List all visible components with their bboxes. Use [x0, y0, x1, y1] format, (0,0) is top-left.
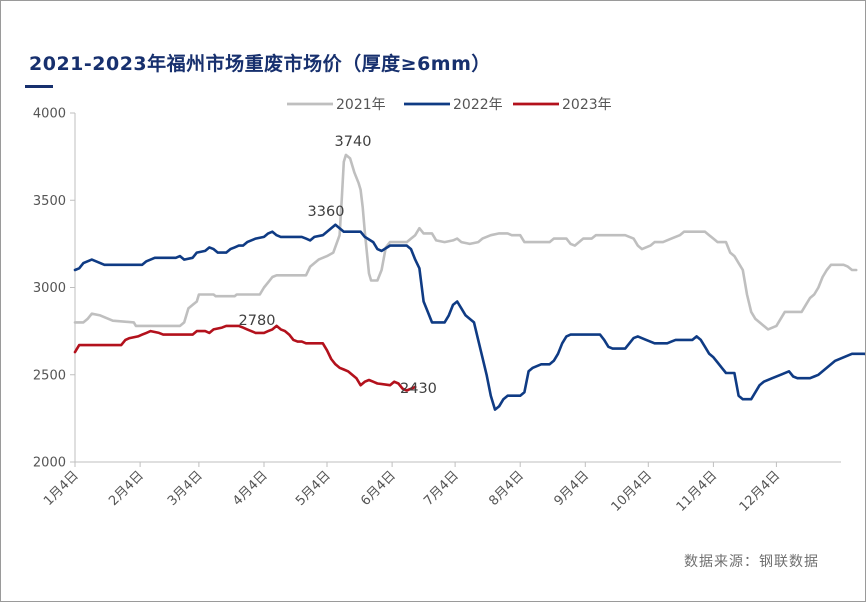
- source-note: 数据来源：钢联数据: [684, 554, 819, 570]
- legend: 2021年 2022年 2023年: [287, 97, 612, 113]
- chart-title: 2021-2023年福州市场重废市场价（厚度≥6mm）: [29, 53, 491, 75]
- axes: [74, 113, 841, 463]
- x-tick-label: 2月4日: [106, 468, 147, 509]
- x-tick-label: 5月4日: [293, 468, 334, 509]
- series-line-2022年: [73, 223, 865, 411]
- title-underline: [25, 85, 53, 88]
- y-tick-label: 3500: [33, 194, 66, 209]
- data-label: 2430: [400, 381, 437, 397]
- x-tick-label: 6月4日: [358, 468, 399, 509]
- data-label: 3360: [308, 204, 345, 220]
- x-tick-label: 12月4日: [737, 468, 784, 515]
- legend-label: 2022年: [453, 97, 503, 113]
- x-tick-label: 10月4日: [609, 468, 656, 515]
- x-axis-ticks: 1月4日 2月4日 3月4日 4月4日 5月4日 6月4日 7月4日 8月4日 9月4日 10月4…: [41, 462, 783, 515]
- x-tick-label: 1月4日: [41, 468, 82, 509]
- legend-label: 2021年: [336, 97, 386, 113]
- data-labels: 3740 3360 2780 2430: [239, 134, 437, 397]
- legend-label: 2023年: [562, 97, 612, 113]
- x-tick-label: 7月4日: [421, 468, 462, 509]
- y-tick-label: 4000: [33, 107, 66, 122]
- x-tick-label: 8月4日: [486, 468, 527, 509]
- y-axis-ticks: 2000 2500 3000 3500 4000: [33, 107, 75, 471]
- series-lines: [73, 153, 865, 411]
- series-line-2021年: [73, 153, 858, 331]
- series-line-2023年: [73, 324, 417, 392]
- x-tick-label: 11月4日: [674, 468, 721, 515]
- y-tick-label: 2000: [33, 456, 66, 471]
- data-label: 2780: [239, 313, 276, 329]
- x-tick-label: 9月4日: [551, 468, 592, 509]
- y-tick-label: 3000: [33, 281, 66, 296]
- x-tick-label: 3月4日: [165, 468, 206, 509]
- data-label: 3740: [335, 134, 372, 150]
- y-tick-label: 2500: [33, 368, 66, 383]
- x-tick-label: 4月4日: [230, 468, 271, 509]
